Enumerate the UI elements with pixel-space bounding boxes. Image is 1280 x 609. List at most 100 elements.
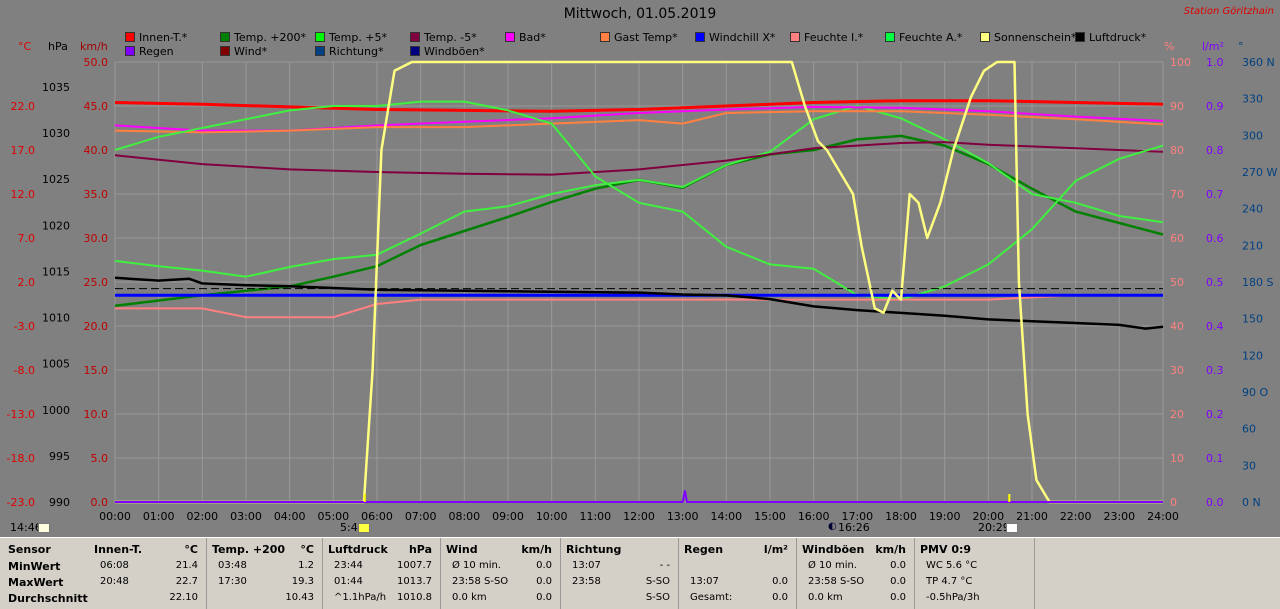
block-unit: °C xyxy=(300,543,314,556)
block-unit: hPa xyxy=(408,543,432,556)
stats-block: Luftdruck hPa 23:44 1007.7 01:44 1013.7 ^1.1hP… xyxy=(322,538,441,609)
legend-label: Temp. +5* xyxy=(329,31,388,44)
block-cell-value: 0.0 xyxy=(772,576,788,587)
block-cell-time: 20:48 xyxy=(100,576,129,587)
temp-tick-label: -3.0 xyxy=(14,320,35,333)
block-cell-value: 1013.7 xyxy=(397,576,432,587)
block-cell-time: 13:07 xyxy=(690,576,719,587)
x-tick-label: 18:00 xyxy=(885,510,917,523)
block-cell-time: 0.0 km xyxy=(452,592,487,603)
block-cell-value: S-SO xyxy=(645,592,670,603)
sunset-icon xyxy=(1006,523,1018,533)
kmh-tick-label: 45.0 xyxy=(84,100,109,113)
legend-item: Feuchte A.* xyxy=(885,31,962,44)
legend-label: Temp. +200* xyxy=(234,31,307,44)
moonset-time: 16:26 xyxy=(838,521,870,534)
block-unit: km/h xyxy=(875,543,906,556)
legend-label: Innen-T.* xyxy=(139,31,188,44)
moon-icon: ◐ xyxy=(828,521,837,532)
block-cell-value: 1007.7 xyxy=(397,560,432,571)
axis-head-pct: % xyxy=(1164,40,1175,53)
dir-tick-label: 300 xyxy=(1242,129,1263,142)
row-label: Durchschnitt xyxy=(8,592,88,605)
series-line xyxy=(114,99,1164,113)
legend-swatch xyxy=(220,46,230,56)
axis-head-hpa: hPa xyxy=(48,40,68,53)
legend-item: Temp. +5* xyxy=(315,31,387,44)
rain-tick-label: 0.3 xyxy=(1206,364,1224,377)
x-tick-label: 17:00 xyxy=(841,510,873,523)
block-cell-time: Ø 10 min. xyxy=(808,560,857,571)
legend-label: Richtung* xyxy=(329,45,384,58)
series-line xyxy=(114,100,1164,301)
block-cell-time: ^1.1hPa/h xyxy=(334,592,387,603)
block-cell-time: 23:58 S-SO xyxy=(452,576,509,587)
block-title: Innen-T. xyxy=(94,543,143,556)
kmh-tick-label: 15.0 xyxy=(84,364,109,377)
x-tick-label: 20:00 xyxy=(972,510,1004,523)
x-axis-ticks: 00:00 01:00 02:00 03:00 04:00 05:00 06:00 07:00… xyxy=(99,510,1179,523)
block-unit: °C xyxy=(184,543,198,556)
kmh-tick-label: 20.0 xyxy=(84,320,109,333)
row-label: Sensor xyxy=(8,543,51,556)
block-cell-value: 1.2 xyxy=(298,560,314,571)
pct-tick-label: 10 xyxy=(1170,452,1184,465)
x-tick-label: 00:00 xyxy=(99,510,131,523)
block-title: Regen xyxy=(684,543,724,556)
rain-tick-label: 1.0 xyxy=(1206,56,1224,69)
block-cell-time: 0.0 km xyxy=(808,592,843,603)
x-tick-label: 12:00 xyxy=(623,510,655,523)
block-cell-time: 23:44 xyxy=(334,560,363,571)
left-sun-icon xyxy=(38,523,50,533)
dir-tick-label: 0 N xyxy=(1242,496,1261,509)
legend-swatch xyxy=(790,32,800,42)
block-title: Temp. +200 xyxy=(212,543,286,556)
x-tick-label: 21:00 xyxy=(1016,510,1048,523)
series-line xyxy=(114,105,1164,278)
stats-block: Temp. +200 °C 03:48 1.2 17:30 19.3 10.43 xyxy=(206,538,323,609)
kmh-tick-label: 0.0 xyxy=(91,496,109,509)
legend-item: Temp. +200* xyxy=(220,31,306,44)
x-tick-label: 04:00 xyxy=(274,510,306,523)
hpa-tick-label: 990 xyxy=(49,496,70,509)
temp-tick-label: 7.0 xyxy=(18,232,36,245)
pct-tick-label: 20 xyxy=(1170,408,1184,421)
series-line xyxy=(114,110,1164,134)
dir-tick-label: 150 xyxy=(1242,313,1263,326)
pct-tick-label: 70 xyxy=(1170,188,1184,201)
chart-title: Mittwoch, 01.05.2019 xyxy=(563,6,717,22)
kmh-tick-label: 25.0 xyxy=(84,276,109,289)
rain-tick-label: 0.8 xyxy=(1206,144,1224,157)
x-tick-label: 09:00 xyxy=(492,510,524,523)
legend-swatch xyxy=(600,32,610,42)
temp-tick-label: -23.0 xyxy=(7,496,35,509)
hpa-tick-label: 1010 xyxy=(42,312,70,325)
row-label: MaxWert xyxy=(8,576,64,589)
block-unit: l/m² xyxy=(763,543,788,556)
block-cell-time: 13:07 xyxy=(572,560,601,571)
legend-label: Feuchte I.* xyxy=(804,31,864,44)
block-cell-time: TP 4.7 °C xyxy=(926,576,973,587)
hpa-tick-label: 1030 xyxy=(42,127,70,140)
temp-tick-label: 22.0 xyxy=(11,100,36,113)
legend-swatch xyxy=(505,32,515,42)
block-cell-time: Ø 10 min. xyxy=(452,560,501,571)
x-tick-label: 15:00 xyxy=(754,510,786,523)
block-cell-time: 23:58 S-SO xyxy=(808,576,865,587)
dir-tick-label: 330 xyxy=(1242,93,1263,106)
x-tick-label: 14:00 xyxy=(710,510,742,523)
block-title: Windböen xyxy=(802,543,865,556)
x-tick-label: 05:00 xyxy=(317,510,349,523)
block-cell-time: 23:58 xyxy=(572,576,601,587)
dir-tick-label: 120 xyxy=(1242,349,1263,362)
legend-swatch xyxy=(980,32,990,42)
pct-tick-label: 90 xyxy=(1170,100,1184,113)
temp-tick-label: 2.0 xyxy=(18,276,36,289)
dir-tick-label: 30 xyxy=(1242,459,1256,472)
stats-block: PMV 0:9 WC 5.6 °C TP 4.7 °C -0.5hPa/3h xyxy=(914,538,1035,609)
kmh-tick-label: 35.0 xyxy=(84,188,109,201)
station-name: Station Göritzhain xyxy=(1183,6,1274,17)
row-label: MinWert xyxy=(8,560,61,573)
hpa-tick-label: 1035 xyxy=(42,81,70,94)
pct-tick-label: 60 xyxy=(1170,232,1184,245)
